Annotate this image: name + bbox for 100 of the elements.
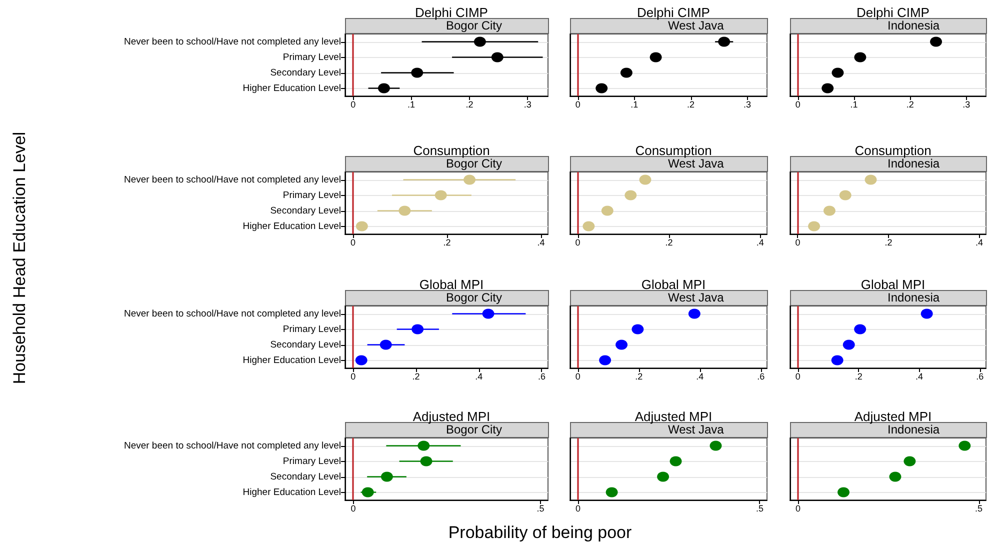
chart-subtitle: Bogor City <box>446 18 502 32</box>
chart-subtitle: West Java <box>668 422 724 436</box>
y-tick-label: Never been to school/Have not completed any level <box>124 308 341 320</box>
chart-subtitle: Indonesia <box>888 290 940 304</box>
chart-title: Adjusted MPI <box>634 409 712 424</box>
point <box>418 440 430 451</box>
point <box>838 487 850 498</box>
point <box>864 174 877 185</box>
y-tick-label: Secondary Level <box>270 471 341 482</box>
x-tick-label: .1 <box>408 100 416 110</box>
x-tick-label: 0 <box>575 372 580 382</box>
x-tick-label: .2 <box>443 238 451 248</box>
x-tick-label: .3 <box>743 100 751 110</box>
point <box>606 487 618 498</box>
x-tick-label: .2 <box>412 372 420 382</box>
point <box>920 308 933 319</box>
chart-title: Adjusted MPI <box>412 409 490 424</box>
point <box>710 440 722 451</box>
chart-title: Delphi CIMP <box>415 5 488 20</box>
chart-title: Delphi CIMP <box>637 5 710 20</box>
x-tick-label: .4 <box>975 238 983 248</box>
chart-title: Global MPI <box>641 277 706 292</box>
y-tick-label: Higher Education Level <box>242 354 341 366</box>
x-tick-label: 0 <box>575 238 580 248</box>
chart-subtitle: Indonesia <box>888 156 940 170</box>
point <box>398 206 411 216</box>
point <box>823 206 836 216</box>
point <box>356 221 368 232</box>
y-tick-label: Never been to school/Have not completed any level <box>124 36 341 48</box>
y-tick-label: Primary Level <box>282 324 341 335</box>
point <box>657 472 670 482</box>
x-tick-label: .2 <box>635 372 643 382</box>
chart-title: Adjusted MPI <box>854 409 932 424</box>
point <box>624 190 637 200</box>
x-tick-label: .2 <box>466 100 474 110</box>
x-tick-label: 0 <box>575 100 580 110</box>
chart-subtitle: Indonesia <box>888 422 940 436</box>
point <box>688 308 700 319</box>
point <box>839 190 852 200</box>
point <box>854 52 866 62</box>
chart-title: Delphi CIMP <box>856 5 930 20</box>
point <box>582 221 595 232</box>
chart-title: Global MPI <box>860 277 926 292</box>
x-tick-label: 0 <box>350 100 356 110</box>
point <box>601 206 614 216</box>
point <box>411 68 424 78</box>
point <box>904 456 916 466</box>
x-tick-label: .2 <box>906 100 914 110</box>
point <box>380 340 392 350</box>
x-tick-label: .4 <box>537 238 545 248</box>
x-tick-label: .5 <box>975 504 983 514</box>
x-tick-label: .2 <box>665 238 673 248</box>
chart-title: Consumption <box>854 143 932 158</box>
x-tick-label: .5 <box>756 504 764 514</box>
x-tick-label: .6 <box>538 372 546 382</box>
x-tick-label: 0 <box>350 372 356 382</box>
x-tick-label: 0 <box>350 504 356 514</box>
y-tick-label: Higher Education Level <box>242 486 341 498</box>
point <box>958 440 971 451</box>
point <box>616 340 628 350</box>
x-tick-label: .4 <box>756 238 764 248</box>
chart-subtitle: West Java <box>668 18 724 32</box>
point <box>434 190 447 200</box>
point <box>832 68 844 78</box>
y-tick-label: Primary Level <box>282 456 341 467</box>
x-tick-label: 0 <box>350 238 356 248</box>
chart-subtitle: Bogor City <box>446 422 502 436</box>
y-tick-label: Secondary Level <box>270 339 341 350</box>
x-tick-label: .4 <box>696 372 704 382</box>
point <box>412 324 424 334</box>
x-axis-title: Probability of being poor <box>448 523 632 543</box>
chart-subtitle: West Java <box>668 290 724 304</box>
point <box>380 472 393 482</box>
y-axis-title: Household Head Education Level <box>10 132 30 384</box>
x-tick-label: 0 <box>795 504 800 514</box>
point <box>355 355 368 366</box>
point <box>620 68 632 78</box>
chart-subtitle: West Java <box>668 156 724 170</box>
chart-subtitle: Bogor City <box>446 156 502 170</box>
point <box>596 83 608 94</box>
point <box>464 174 476 185</box>
x-tick-label: .6 <box>757 372 765 382</box>
x-tick-label: 0 <box>795 100 800 110</box>
x-tick-label: 0 <box>795 238 800 248</box>
x-tick-label: .2 <box>884 238 892 248</box>
point <box>474 36 486 47</box>
x-tick-label: .1 <box>630 100 638 110</box>
point <box>491 52 504 62</box>
point <box>599 355 612 366</box>
x-tick-label: .4 <box>475 372 483 382</box>
chart-subtitle: Bogor City <box>446 290 502 304</box>
point <box>822 83 834 94</box>
x-tick-label: .2 <box>687 100 695 110</box>
chart-title: Consumption <box>635 143 712 158</box>
x-tick-label: .6 <box>976 372 984 382</box>
x-tick-label: 0 <box>575 504 581 514</box>
point <box>854 324 866 334</box>
point <box>930 36 942 47</box>
chart-title: Global MPI <box>419 277 484 292</box>
x-tick-label: .2 <box>854 372 862 382</box>
